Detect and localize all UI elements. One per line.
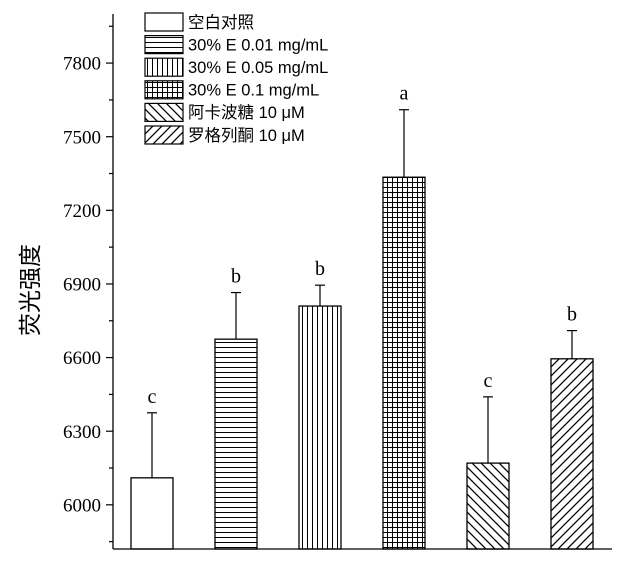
legend-label: 阿卡波糖 10 μM [188, 103, 305, 122]
legend-swatch [144, 12, 184, 32]
legend: 空白对照 30% E 0.01 mg/mL 30% E 0.05 mg/mL 30% … [144, 12, 328, 145]
error-bar [567, 329, 577, 359]
y-tick-label: 6300 [63, 422, 101, 443]
legend-item: 罗格列酮 10 μM [144, 125, 305, 145]
bar-5 [466, 462, 510, 550]
significance-letters: c b b a c b [148, 83, 577, 408]
legend-swatch [144, 34, 184, 55]
legend-swatch [144, 80, 184, 100]
bar-4 [382, 176, 426, 550]
error-bar [147, 412, 157, 478]
bar-1 [130, 477, 174, 550]
significance-letter: c [484, 370, 493, 392]
legend-label: 30% E 0.05 mg/mL [188, 59, 328, 77]
bar-3 [298, 305, 342, 550]
significance-letter: b [231, 266, 241, 288]
legend-item: 30% E 0.05 mg/mL [144, 57, 328, 77]
legend-label: 30% E 0.1 mg/mL [188, 82, 319, 100]
significance-letter: b [315, 258, 325, 280]
error-bar [483, 396, 493, 464]
bars [130, 176, 594, 550]
y-ticks: 6000 6300 6600 6900 7200 7500 7800 [63, 25, 113, 543]
y-tick-label: 7800 [63, 54, 101, 75]
bar-6 [550, 358, 594, 550]
y-tick-label: 6900 [63, 275, 101, 296]
y-tick-label: 7500 [63, 127, 101, 148]
y-tick-label: 6600 [63, 348, 101, 369]
legend-label: 罗格列酮 10 μM [188, 126, 305, 145]
axes: 6000 6300 6600 6900 7200 7500 7800 [63, 14, 612, 550]
legend-item: 30% E 0.1 mg/mL [144, 80, 319, 100]
legend-label: 30% E 0.01 mg/mL [188, 36, 328, 54]
error-bar [315, 284, 325, 307]
legend-item: 阿卡波糖 10 μM [144, 102, 305, 123]
legend-swatch [144, 57, 184, 77]
error-bar [399, 109, 409, 178]
significance-letter: b [567, 304, 577, 326]
legend-item: 空白对照 [144, 12, 254, 32]
significance-letter: a [400, 83, 409, 105]
significance-letter: c [148, 386, 157, 408]
legend-item: 30% E 0.01 mg/mL [144, 34, 328, 55]
y-tick-label: 7200 [63, 201, 101, 222]
legend-swatch [144, 125, 184, 145]
y-tick-label: 6000 [63, 495, 101, 516]
y-axis-label: 荧光强度 [18, 244, 44, 336]
error-bar [231, 291, 241, 340]
legend-swatch [144, 102, 184, 123]
bar-2 [214, 338, 258, 550]
legend-label: 空白对照 [188, 13, 254, 32]
error-bars [147, 109, 577, 478]
